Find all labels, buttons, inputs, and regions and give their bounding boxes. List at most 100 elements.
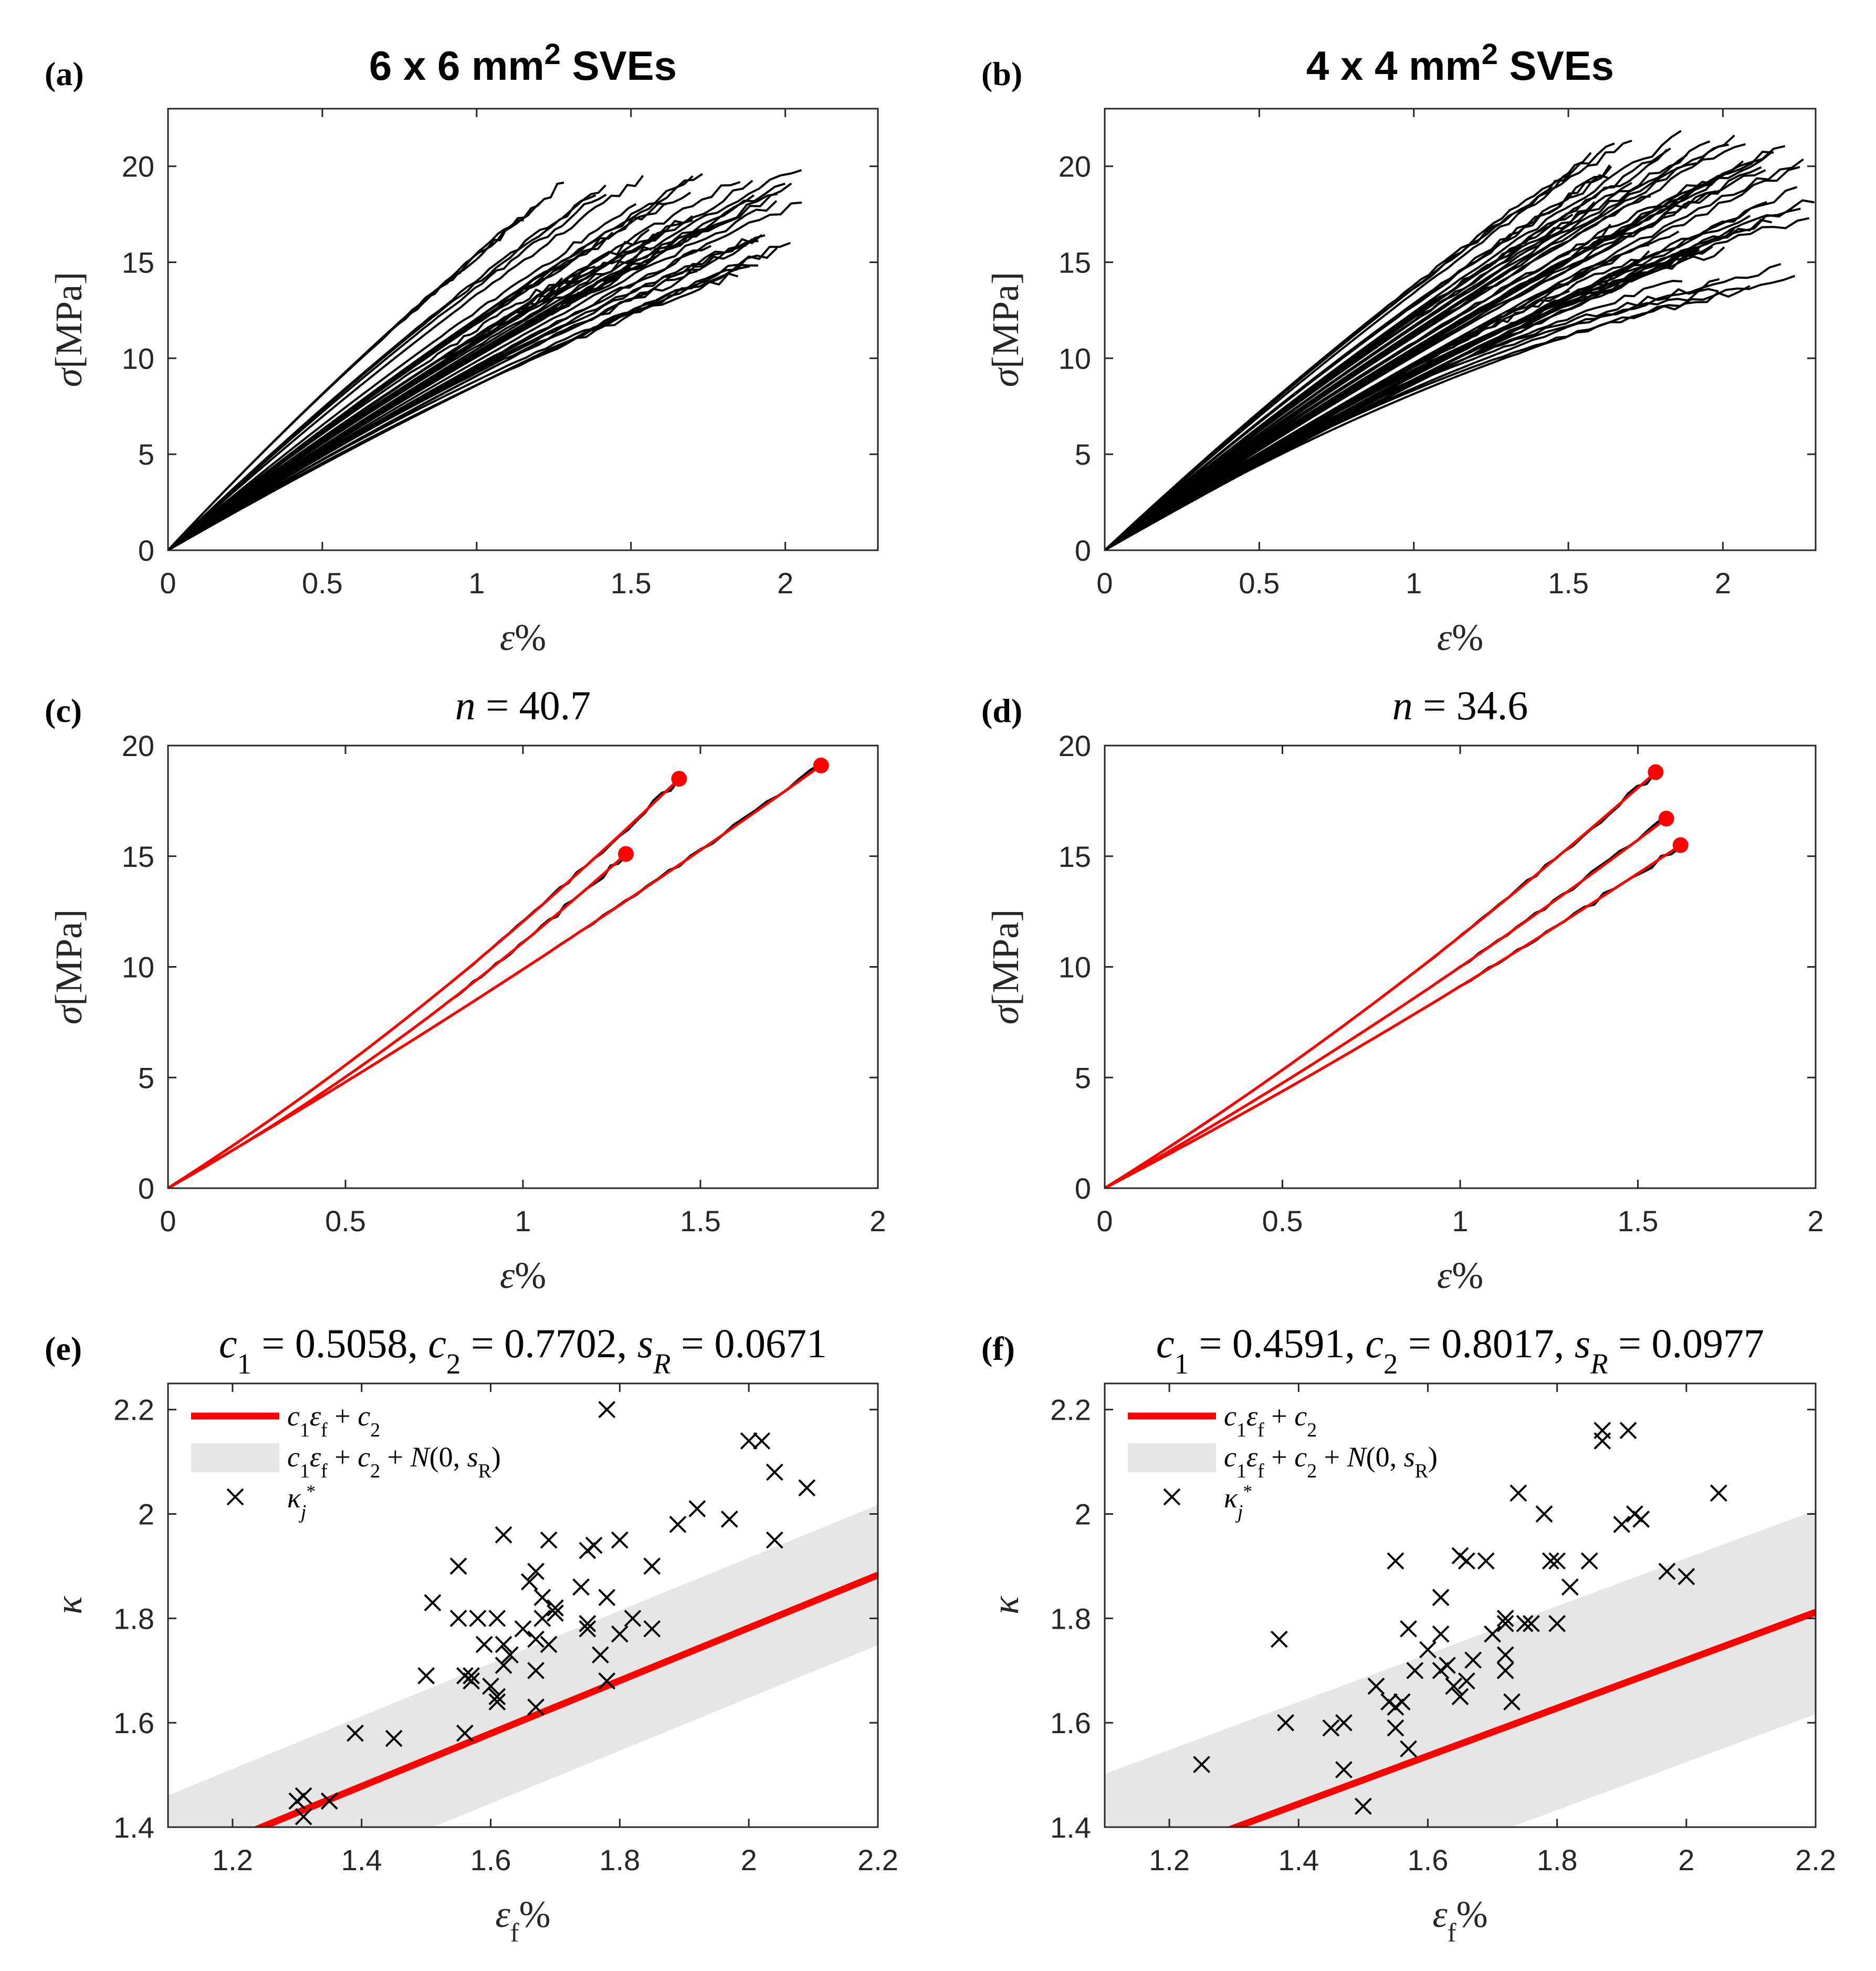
data-point xyxy=(495,1526,512,1544)
sve-curve-1 xyxy=(168,778,680,1188)
x-tick-label: 2 xyxy=(1807,1204,1823,1238)
x-tick-label: 1 xyxy=(468,567,485,600)
data-point xyxy=(449,1609,467,1627)
axes-box xyxy=(1104,1382,1817,1828)
y-tick-label: 2.2 xyxy=(1050,1393,1091,1427)
data-point xyxy=(798,1479,816,1497)
data-point xyxy=(1496,1609,1514,1627)
stress-strain-curve xyxy=(168,247,778,550)
data-point xyxy=(1561,1578,1579,1596)
y-tick-label: 0 xyxy=(138,1172,154,1205)
data-point xyxy=(540,1635,558,1653)
data-point xyxy=(1193,1756,1211,1774)
panel-title: n = 40.7 xyxy=(455,683,591,728)
data-point xyxy=(1464,1651,1482,1669)
data-point xyxy=(1393,1693,1411,1711)
panel-title: c1 = 0.4591, c2 = 0.8017, sR = 0.0977 xyxy=(1156,1320,1764,1380)
data-point xyxy=(488,1693,506,1711)
fit-curve-1 xyxy=(1105,771,1657,1188)
y-tick-label: 1.8 xyxy=(1050,1602,1091,1635)
data-point xyxy=(547,1599,564,1617)
data-point xyxy=(598,1672,616,1690)
x-tick-label: 0.5 xyxy=(302,567,343,600)
stress-strain-curve xyxy=(168,246,652,550)
stress-strain-curve xyxy=(1105,181,1713,550)
stress-strain-curve xyxy=(1105,234,1728,550)
x-tick-label: 1.4 xyxy=(1278,1843,1319,1876)
data-point xyxy=(1400,1620,1417,1638)
data-point xyxy=(720,1511,738,1528)
y-tick-label: 0 xyxy=(138,534,154,567)
data-point xyxy=(527,1630,544,1648)
fit-curve-2 xyxy=(1105,817,1668,1188)
legend-band-swatch xyxy=(1128,1443,1216,1472)
y-tick-label: 0 xyxy=(1075,534,1091,567)
y-tick-label: 2.2 xyxy=(113,1393,154,1427)
x-tick-label: 1.2 xyxy=(212,1843,253,1876)
y-tick-label: 2 xyxy=(138,1498,154,1531)
x-tick-label: 1.5 xyxy=(1548,567,1589,600)
stress-strain-curve xyxy=(1105,249,1700,550)
data-point xyxy=(488,1688,506,1705)
y-tick-label: 1.8 xyxy=(113,1602,154,1635)
data-point xyxy=(1516,1614,1534,1632)
panel-letter: (b) xyxy=(981,55,1022,92)
x-tick-label: 1.6 xyxy=(1408,1843,1449,1876)
x-tick-label: 0 xyxy=(1096,1204,1113,1238)
y-tick-label: 15 xyxy=(122,840,154,873)
fit-curve-2 xyxy=(168,764,822,1188)
stress-strain-curve xyxy=(1105,145,1786,550)
data-point xyxy=(1510,1484,1527,1502)
x-tick-label: 0 xyxy=(1096,567,1113,600)
x-tick-label: 1.2 xyxy=(1149,1843,1190,1876)
data-point xyxy=(572,1578,590,1596)
y-axis-label: σ[MPa] xyxy=(984,909,1026,1025)
stress-strain-curve xyxy=(168,272,739,550)
data-point xyxy=(1438,1657,1456,1674)
y-tick-label: 20 xyxy=(1058,150,1091,183)
data-point xyxy=(295,1808,312,1826)
data-point xyxy=(598,1401,616,1419)
failure-point xyxy=(671,771,687,787)
y-tick-label: 5 xyxy=(138,1061,154,1094)
y-tick-label: 10 xyxy=(122,342,154,375)
axes-box xyxy=(167,745,879,1189)
x-tick-label: 2 xyxy=(777,567,793,600)
data-point xyxy=(540,1531,558,1549)
data-point xyxy=(585,1536,603,1554)
y-tick-label: 15 xyxy=(1058,840,1091,873)
legend-band-swatch xyxy=(191,1443,279,1472)
y-axis-label: κ xyxy=(984,1596,1026,1614)
failure-point xyxy=(813,757,829,773)
data-point xyxy=(579,1620,596,1638)
y-tick-label: 20 xyxy=(122,729,154,762)
x-tick-label: 0 xyxy=(160,1204,176,1238)
data-point xyxy=(740,1432,758,1450)
fit-curve-3 xyxy=(1105,844,1682,1188)
y-tick-label: 5 xyxy=(138,438,154,471)
data-point xyxy=(488,1609,506,1627)
data-point xyxy=(669,1515,687,1533)
x-tick-label: 2 xyxy=(869,1204,886,1238)
y-tick-label: 5 xyxy=(1075,1061,1091,1094)
data-point xyxy=(1542,1552,1559,1570)
data-point xyxy=(1277,1714,1295,1732)
data-point xyxy=(527,1698,544,1716)
data-point xyxy=(1678,1568,1695,1586)
stress-strain-curve xyxy=(1105,184,1697,550)
data-point xyxy=(1400,1740,1417,1758)
x-axis-label: ε% xyxy=(500,616,546,658)
stress-strain-curve xyxy=(168,242,791,550)
axes-box xyxy=(167,108,879,551)
data-point xyxy=(1658,1563,1676,1580)
data-point xyxy=(495,1657,512,1674)
data-point xyxy=(424,1594,442,1611)
stress-strain-curve xyxy=(1105,275,1796,550)
data-point xyxy=(1548,1614,1566,1632)
x-tick-label: 1.6 xyxy=(470,1843,511,1876)
data-point xyxy=(1322,1719,1340,1737)
x-tick-label: 2.2 xyxy=(857,1843,898,1876)
y-axis-label: σ[MPa] xyxy=(984,272,1026,387)
stress-strain-curve xyxy=(168,276,616,550)
